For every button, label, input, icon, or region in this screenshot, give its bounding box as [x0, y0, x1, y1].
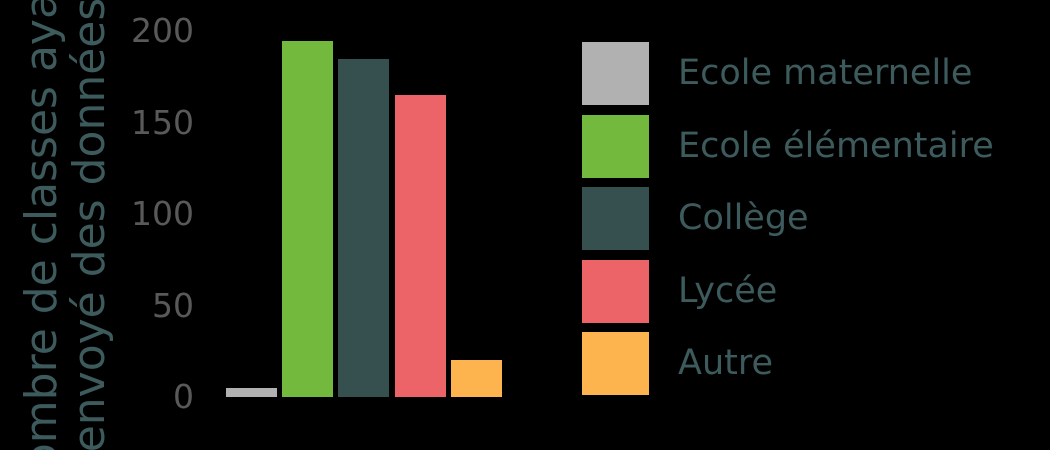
y-tick-label-100: 100: [131, 194, 194, 234]
bar-autre: [451, 360, 502, 397]
y-tick-label-0: 0: [173, 377, 194, 416]
legend-label-lycee: Lycée: [678, 271, 778, 311]
legend-label-ecole-elementaire: Ecole élémentaire: [678, 126, 994, 166]
legend-swatch-lycee: [582, 260, 649, 323]
legend-swatch-college: [582, 187, 649, 250]
bar-college: [338, 59, 389, 397]
y-tick-label-150: 150: [131, 102, 194, 142]
legend-label-autre: Autre: [678, 343, 774, 383]
bar-ecole-elementaire: [282, 41, 333, 397]
legend-swatch-ecole-elementaire: [582, 115, 649, 178]
legend-label-college: Collège: [678, 198, 809, 238]
legend-swatch-autre: [582, 332, 649, 395]
legend-swatch-ecole-maternelle: [582, 42, 649, 105]
y-tick-label-50: 50: [152, 285, 194, 325]
bar-lycee: [395, 95, 446, 397]
y-tick-label-200: 200: [131, 11, 194, 51]
y-axis-label-line-1: Nombre de classes ayant: [16, 0, 67, 450]
legend-label-ecole-maternelle: Ecole maternelle: [678, 53, 973, 93]
bar-ecole-maternelle: [226, 388, 277, 397]
